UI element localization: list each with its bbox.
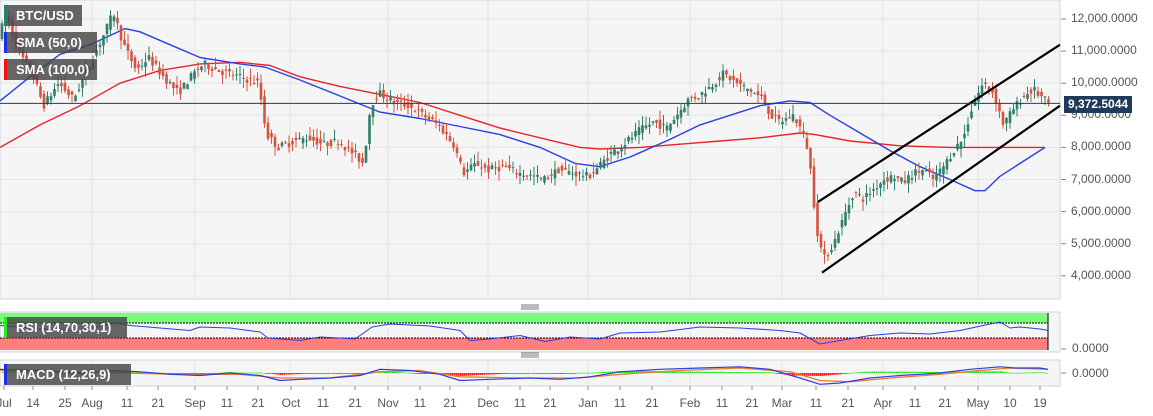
x-axis-label: 11 — [513, 396, 527, 410]
legend-sma-100[interactable]: SMA (100,0) — [4, 59, 98, 80]
x-axis-label: Apr — [873, 396, 893, 410]
x-axis-label: Dec — [477, 396, 499, 410]
rsi-line — [0, 321, 1049, 345]
y-axis-label: 7,000.0000 — [1071, 171, 1132, 186]
legend-rsi[interactable]: RSI (14,70,30,1) — [4, 317, 128, 338]
legend-sma-50[interactable]: SMA (50,0) — [4, 32, 97, 53]
y-axis-label: 8,000.0000 — [1071, 139, 1132, 154]
legend-label: MACD (12,26,9) — [16, 367, 111, 382]
y-axis-label: 10,000.0000 — [1071, 75, 1138, 90]
legend-label: SMA (50,0) — [16, 35, 82, 50]
x-axis-label: Oct — [281, 396, 301, 410]
x-axis-label: 21 — [938, 396, 952, 410]
x-axis-label: 25 — [58, 396, 72, 410]
x-axis-label: Aug — [81, 396, 103, 410]
x-axis-label: 10 — [1003, 396, 1017, 410]
y-axis-label: 11,000.0000 — [1071, 43, 1137, 58]
legend-label: BTC/USD — [16, 8, 74, 23]
x-axis-label: 11 — [316, 396, 330, 410]
y-axis-label: 4,000.0000 — [1071, 267, 1132, 282]
x-axis-label: Jan — [578, 396, 598, 410]
legend-color-swatch — [4, 5, 7, 26]
x-axis-label: 11 — [120, 396, 134, 410]
pane-resize-handle-macd[interactable] — [521, 352, 539, 358]
legend-color-swatch — [4, 317, 7, 338]
macd-axis-label: 0.0000 — [1072, 366, 1109, 380]
x-axis-label: 11 — [613, 396, 627, 410]
ascending-channel-trendlines[interactable] — [817, 43, 1061, 274]
x-axis-label: Jul — [0, 396, 12, 410]
legend-btcusd[interactable]: BTC/USD — [4, 5, 82, 26]
x-axis-label: 21 — [251, 396, 265, 410]
y-axis-label: 6,000.0000 — [1071, 203, 1132, 218]
legend-label: SMA (100,0) — [16, 62, 90, 77]
x-axis-label: 21 — [645, 396, 659, 410]
pane-resize-handle-rsi[interactable] — [521, 304, 539, 310]
x-axis-label: 11 — [413, 396, 427, 410]
x-axis-label: 11 — [809, 396, 823, 410]
rsi-overbought-zone — [0, 313, 1048, 323]
sma-100-line — [0, 61, 1045, 150]
legend-color-swatch — [4, 59, 7, 80]
x-axis-label: 11 — [715, 396, 729, 410]
x-axis-label: 19 — [1033, 396, 1047, 410]
x-axis-label: 21 — [151, 396, 165, 410]
x-axis-label: 21 — [443, 396, 457, 410]
y-axis-ticks — [1061, 18, 1066, 374]
x-axis-ticks — [3, 386, 1041, 390]
y-axis-label: 5,000.0000 — [1071, 235, 1132, 250]
legend-color-swatch — [4, 32, 7, 53]
x-axis-label: 14 — [26, 396, 40, 410]
macd-line — [0, 366, 1049, 385]
x-axis-label: May — [966, 396, 990, 410]
legend-macd[interactable]: MACD (12,26,9) — [4, 364, 131, 385]
x-axis-label: 11 — [220, 396, 234, 410]
x-axis-label: Feb — [679, 396, 701, 410]
last-price-tag: 9,372.5044 — [1064, 96, 1133, 113]
rsi-oversold-zone — [0, 338, 1048, 350]
x-axis-label: 21 — [348, 396, 362, 410]
x-axis-label: 21 — [543, 396, 557, 410]
x-axis-label: Sep — [184, 396, 206, 410]
x-axis-label: 21 — [841, 396, 855, 410]
rsi-axis-label: 0.0000 — [1072, 341, 1109, 355]
x-axis-label: Nov — [377, 396, 399, 410]
x-axis-label: Mar — [771, 396, 793, 410]
main-plot-area[interactable] — [0, 0, 1061, 300]
legend-label: RSI (14,70,30,1) — [16, 320, 112, 335]
x-axis-label: 21 — [745, 396, 759, 410]
y-axis-label: 12,000.0000 — [1071, 11, 1138, 25]
x-axis-label: 11 — [908, 396, 922, 410]
legend-color-swatch — [4, 364, 7, 385]
sma-50-line — [0, 27, 1046, 192]
